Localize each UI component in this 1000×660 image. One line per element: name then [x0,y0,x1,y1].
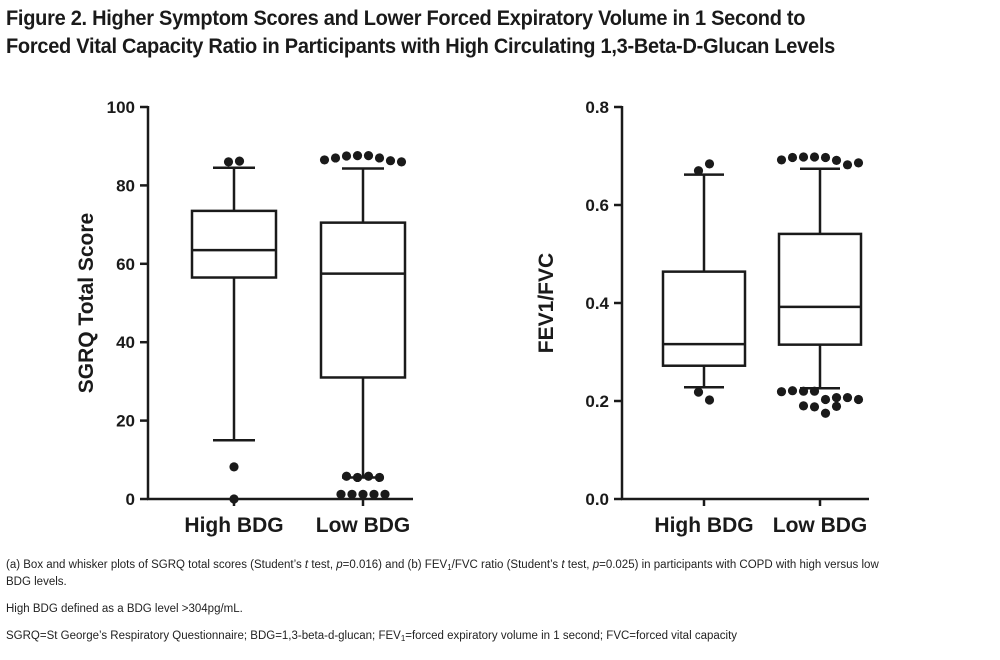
box-1 [190,156,278,504]
note-abbreviations: SGRQ=St George’s Respiratory Questionnai… [6,630,738,643]
y-tick-label: 0 [126,490,135,509]
box-plot-figure: 0 20 40 60 80 100 High BDG Low BDG SGRQ Total Sc… [75,98,869,537]
outlier-point [798,401,809,411]
outlier-point [336,489,346,499]
outlier-point [319,155,330,165]
x-tick-label: High BDG [654,514,753,537]
outlier-point [798,386,809,396]
outlier-point [809,386,820,396]
box-2 [776,152,864,418]
outlier-point [374,153,385,163]
figure-title: Figure 2. Higher Symptom Scores and Lowe… [6,4,927,60]
outlier-point [842,160,853,170]
outlier-point [776,387,787,397]
outlier-point [809,402,820,412]
outlier-point [704,395,715,405]
y-tick-label: 20 [116,412,135,431]
outlier-point [831,392,842,403]
y-tick-label: 40 [116,333,135,352]
outlier-point [853,394,864,405]
outlier-point [820,152,831,163]
y-axis-label: FEV1/FVC [535,253,558,353]
iqr-box [319,221,407,379]
outlier-point [820,408,831,418]
outlier-point [385,156,396,166]
outlier-point [369,489,379,499]
outlier-point [798,152,809,162]
outlier-point [396,157,407,167]
outlier-point [693,387,704,397]
outlier-point [352,472,363,483]
outlier-point [853,158,864,168]
outlier-point [347,489,357,499]
y-tick-label: 0.2 [585,392,609,411]
iqr-box [777,232,863,346]
y-tick-label: 0.4 [585,294,609,313]
outlier-point [831,155,842,166]
chart-panel-1: 0 20 40 60 80 100 High BDG Low BDG SGRQ Total Sc… [75,98,413,537]
outlier-point [842,392,853,403]
outlier-point [341,151,352,161]
chart-panel-2: 0.0 0.2 0.4 0.6 0.8 High BDG Low BDG FEV1/FVC [535,98,869,537]
y-tick-label: 0.6 [585,196,609,215]
outlier-point [229,462,239,472]
y-tick-label: 60 [116,255,135,274]
outlier-point [234,156,245,166]
y-axis-label: SGRQ Total Score [75,213,98,393]
outlier-point [374,472,385,483]
outlier-point [820,394,831,405]
outlier-point [229,494,239,504]
iqr-box [661,270,747,367]
outlier-point [341,471,352,481]
outlier-point [363,151,374,161]
outlier-point [704,159,715,169]
figure-title-line-2: Forced Vital Capacity Ratio in Participa… [6,34,835,58]
y-tick-label: 0.8 [585,98,609,117]
x-tick-label: Low BDG [316,514,411,537]
outlier-point [809,152,820,162]
y-tick-label: 100 [107,98,135,117]
y-tick-label: 80 [116,176,135,195]
note-description: (a) Box and whisker plots of SGRQ total … [6,559,879,588]
iqr-box [190,209,278,279]
figure-notes: (a) Box and whisker plots of SGRQ total … [6,558,906,658]
x-tick-label: High BDG [184,514,283,537]
outlier-point [363,471,374,481]
outlier-point [330,153,341,163]
outlier-point [693,166,704,176]
outlier-point [776,155,787,165]
outlier-point [787,386,798,396]
x-tick-label: Low BDG [773,514,868,537]
box-2 [319,151,407,499]
outlier-point [787,152,798,163]
outlier-point [831,401,842,411]
outlier-point [358,489,368,499]
box-1 [661,159,747,405]
figure-title-line-1: Figure 2. Higher Symptom Scores and Lowe… [6,6,806,30]
y-tick-label: 0.0 [585,490,609,509]
note-definition: High BDG defined as a BDG level >304pg/m… [6,603,243,615]
outlier-point [352,151,363,161]
outlier-point [380,489,390,499]
outlier-point [223,157,234,167]
